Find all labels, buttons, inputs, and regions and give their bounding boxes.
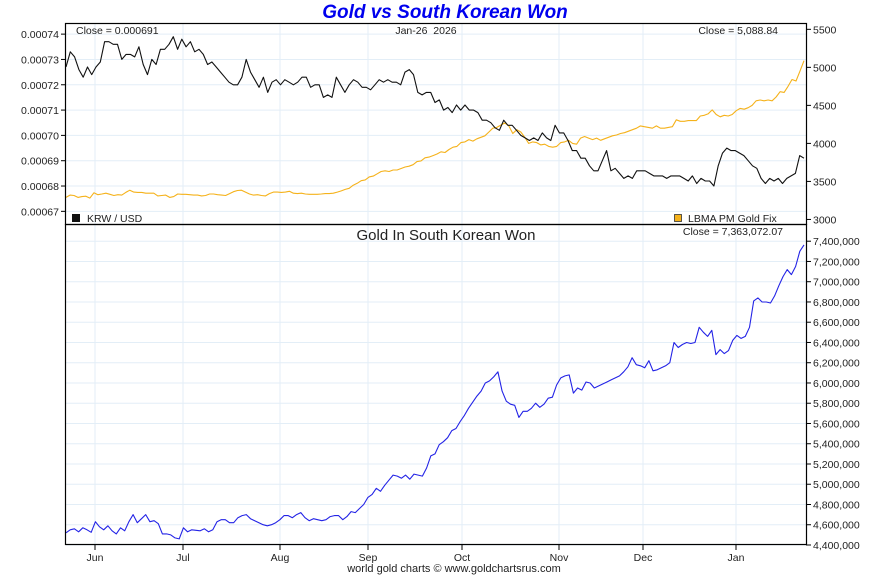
bottom-axis-tick-label: 5,200,000 <box>813 459 860 471</box>
top-right-close-label: Close = 5,088.84 <box>698 25 778 37</box>
left-axis-tick-label: 0.00067 <box>21 206 59 218</box>
right-axis-tick-label: 4500 <box>813 100 837 112</box>
left-axis-tick-label: 0.00070 <box>21 130 59 142</box>
bottom-axis-tick-label: 4,600,000 <box>813 520 860 532</box>
series-line-gold-in-krw <box>65 244 805 540</box>
bottom-axis-tick-label: 7,400,000 <box>813 236 860 248</box>
axes: Jun Jul Aug Sep Oct Nov Dec Jan 0.00074 0.00073 0.… <box>21 24 860 564</box>
left-axis-tick-label: 0.00069 <box>21 156 59 168</box>
x-tick-label-aug: Aug <box>271 552 290 564</box>
chart-title: Gold vs South Korean Won <box>322 2 568 23</box>
left-axis-tick-label: 0.00073 <box>21 54 59 66</box>
bottom-axis-tick-label: 7,000,000 <box>813 277 860 289</box>
bottom-axis-tick-label: 7,200,000 <box>813 256 860 268</box>
bottom-panel-title: Gold In South Korean Won <box>356 227 535 244</box>
bottom-axis-tick-label: 6,200,000 <box>813 358 860 370</box>
grid-bottom <box>66 225 806 546</box>
series-layer <box>65 36 805 540</box>
bottom-axis-tick-label: 5,400,000 <box>813 439 860 451</box>
top-left-close-label: Close = 0.000691 <box>76 25 159 37</box>
left-axis-tick-label: 0.00071 <box>21 105 59 117</box>
legend-swatch-gold-fix <box>674 214 682 222</box>
legend-label-gold-fix: LBMA PM Gold Fix <box>688 213 777 225</box>
bottom-axis-tick-label: 6,000,000 <box>813 378 860 390</box>
bottom-panel-frame <box>64 223 808 546</box>
right-axis-tick-label: 4000 <box>813 138 837 150</box>
x-tick-label-nov: Nov <box>550 552 569 564</box>
bottom-axis-tick-label: 5,800,000 <box>813 398 860 410</box>
left-axis-tick-label: 0.00072 <box>21 80 59 92</box>
bottom-axis-tick-label: 4,400,000 <box>813 540 860 552</box>
bottom-axis-tick-label: 6,400,000 <box>813 337 860 349</box>
grid-top <box>66 24 806 224</box>
x-tick-label-oct: Oct <box>454 552 470 564</box>
bottom-axis-tick-label: 6,800,000 <box>813 297 860 309</box>
right-axis-tick-label: 5000 <box>813 62 837 74</box>
x-tick-label-jan: Jan <box>728 552 745 564</box>
right-axis-tick-label: 3000 <box>813 214 837 226</box>
bottom-close-label: Close = 7,363,072.07 <box>683 226 783 238</box>
left-axis-tick-label: 0.00074 <box>21 29 59 41</box>
credit-text: world gold charts © www.goldchartsrus.co… <box>347 563 561 575</box>
x-tick-label-jun: Jun <box>87 552 104 564</box>
bottom-axis-tick-label: 5,000,000 <box>813 479 860 491</box>
legend-label-krw: KRW / USD <box>87 213 143 225</box>
top-date-label: Jan-26 2026 <box>395 25 456 37</box>
right-axis-tick-label: 3500 <box>813 176 837 188</box>
bottom-axis-tick-label: 5,600,000 <box>813 418 860 430</box>
left-axis-tick-label: 0.00068 <box>21 181 59 193</box>
x-tick-label-dec: Dec <box>634 552 653 564</box>
bottom-axis-tick-label: 4,800,000 <box>813 499 860 511</box>
x-tick-label-jul: Jul <box>176 552 189 564</box>
series-line-lbma-gold-fix <box>65 60 805 199</box>
series-line-krw-usd <box>65 36 805 187</box>
bottom-axis-tick-label: 6,600,000 <box>813 317 860 329</box>
right-axis-tick-label: 5500 <box>813 24 837 36</box>
x-tick-label-sep: Sep <box>359 552 378 564</box>
legend-swatch-krw <box>72 214 80 222</box>
